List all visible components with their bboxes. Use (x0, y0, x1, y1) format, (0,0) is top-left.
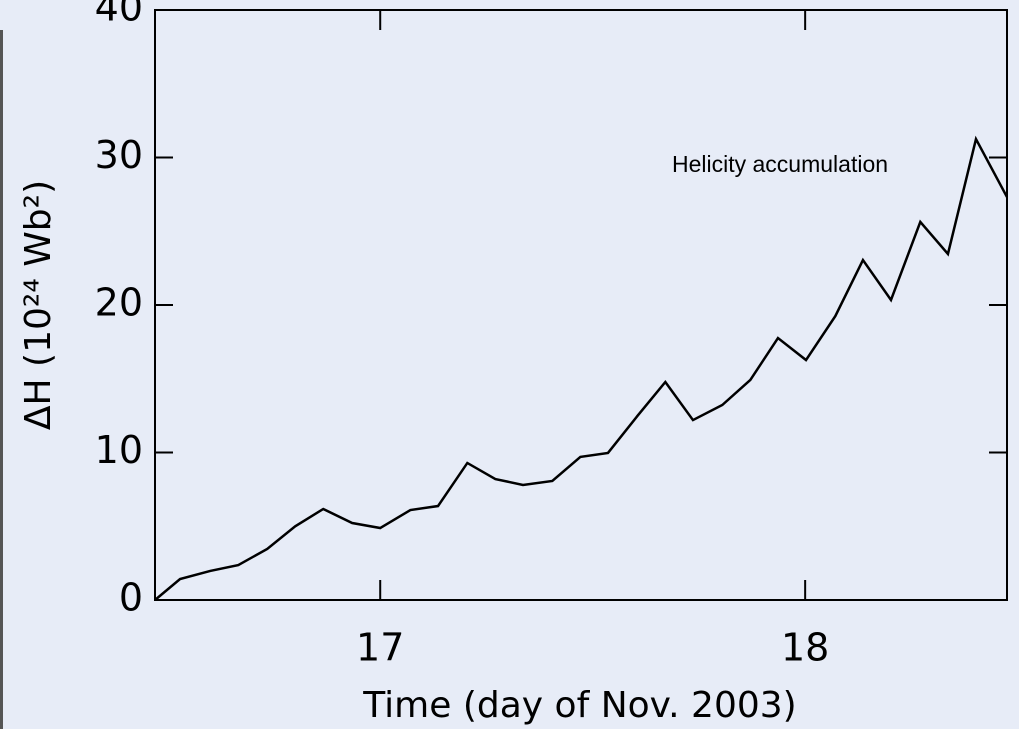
x-axis-label: Time (day of Nov. 2003) (362, 685, 796, 726)
annotation: Helicity accumulation (672, 151, 888, 177)
y-tick-label: 40 (95, 0, 143, 30)
y-axis-label: ΔH (10²⁴ Wb²) (18, 180, 59, 430)
y-tick-label: 0 (119, 576, 143, 620)
data-line (154, 135, 1009, 601)
left-edge (0, 30, 3, 729)
y-tick-label: 30 (95, 133, 143, 177)
x-tick-label: 17 (356, 626, 404, 670)
x-tick-label: 18 (781, 626, 829, 670)
y-tick-label: 20 (95, 281, 143, 325)
y-tick-label: 10 (95, 428, 143, 472)
